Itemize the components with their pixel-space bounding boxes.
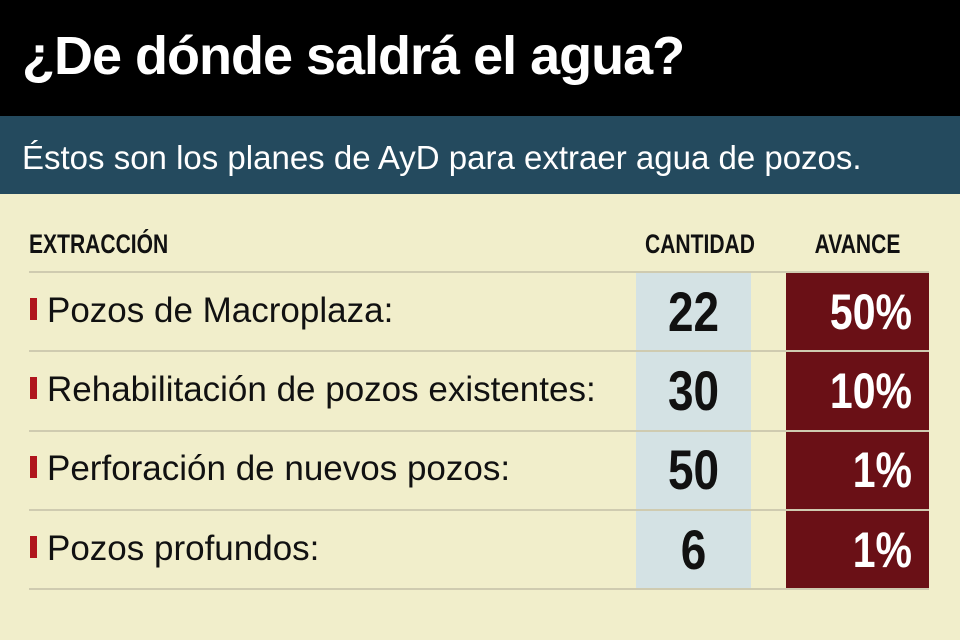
column-header-quantity: CANTIDAD — [645, 229, 755, 259]
table-divider — [29, 588, 929, 590]
row-progress: 1% — [852, 522, 912, 578]
bullet-marker — [30, 377, 37, 399]
row-quantity: 22 — [667, 280, 720, 343]
table-divider — [29, 271, 929, 273]
column-header-progress: AVANCE — [814, 229, 901, 259]
row-quantity: 50 — [667, 438, 720, 501]
title-bar — [0, 0, 960, 116]
table-divider — [29, 509, 929, 511]
table-row: Pozos de Macroplaza: 22 50% — [0, 272, 960, 351]
bullet-marker — [30, 456, 37, 478]
table-row: Perforación de nuevos pozos: 50 1% — [0, 430, 960, 509]
bullet-marker — [30, 298, 37, 320]
bullet-marker — [30, 536, 37, 558]
table-divider — [29, 430, 929, 432]
row-label: Perforación de nuevos pozos: — [47, 449, 511, 488]
row-label: Pozos profundos: — [47, 529, 320, 568]
row-quantity: 6 — [680, 518, 707, 581]
subtitle-bar — [0, 116, 960, 194]
row-progress: 1% — [852, 442, 912, 498]
column-header-extraction: EXTRACCIÓN — [29, 229, 169, 259]
row-progress: 10% — [829, 363, 912, 419]
table-row: Pozos profundos: 6 1% — [0, 510, 960, 589]
table-row: Rehabilitación de pozos existentes: 30 1… — [0, 351, 960, 430]
table-divider — [29, 350, 929, 352]
row-label: Rehabilitación de pozos existentes: — [47, 370, 596, 409]
row-quantity: 30 — [667, 359, 720, 422]
page-subtitle: Éstos son los planes de AyD para extraer… — [22, 139, 862, 176]
row-label: Pozos de Macroplaza: — [47, 291, 394, 330]
page-title: ¿De dónde saldrá el agua? — [22, 26, 685, 86]
row-progress: 50% — [829, 284, 912, 340]
